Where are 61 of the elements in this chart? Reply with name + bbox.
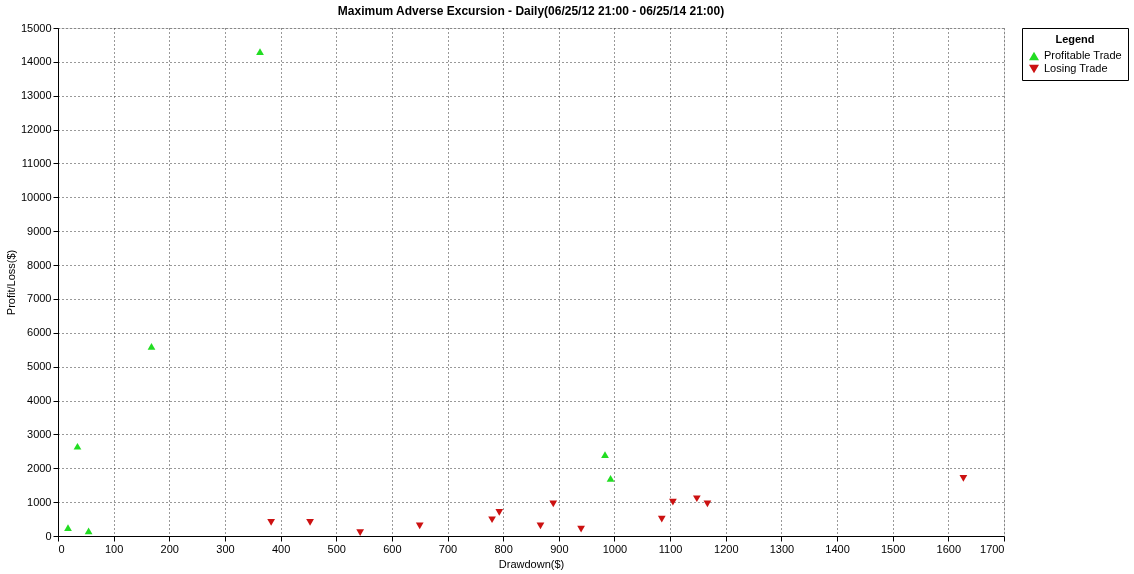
point (415, 522, 424, 530)
legend-label: Losing Trade (1044, 62, 1108, 74)
x-tick-label: 900 (550, 542, 569, 555)
point (657, 515, 666, 523)
point (267, 519, 275, 526)
x-tick-label: 300 (216, 542, 235, 555)
point (488, 516, 496, 524)
x-axis-title: Drawdown($) (498, 557, 565, 570)
y-tick-label: 3000 (27, 427, 52, 440)
x-tick-label: 1000 (602, 542, 628, 555)
point (356, 529, 365, 536)
x-tick-label: 700 (438, 542, 458, 555)
point (256, 48, 264, 56)
point (669, 498, 677, 506)
x-tick-label: 1400 (825, 542, 850, 555)
x-tick-label: 1700 (980, 542, 1005, 555)
x-tick-label: 100 (104, 542, 124, 555)
y-tick-label: 1000 (27, 495, 52, 508)
point (549, 500, 558, 508)
y-tick-label: 15000 (20, 21, 52, 34)
x-tick-label: 200 (160, 542, 179, 555)
x-tick-label: 1500 (880, 542, 906, 555)
y-tick-label: 8000 (27, 258, 52, 271)
x-tick-label: 1100 (658, 542, 683, 555)
y-tick-label: 14000 (20, 55, 52, 68)
point (64, 524, 72, 531)
y-tick-label: 11000 (21, 156, 52, 169)
x-tick-label: 400 (271, 542, 291, 555)
point (495, 508, 504, 516)
x-tick-label: 500 (327, 542, 346, 555)
x-tick-label: 600 (383, 542, 402, 555)
point (306, 519, 314, 526)
y-tick-label: 0 (45, 529, 52, 542)
x-tick-label: 1200 (714, 542, 739, 555)
point (577, 525, 585, 533)
y-tick-label: 13000 (20, 89, 52, 102)
y-tick-label: 6000 (27, 326, 52, 339)
point (147, 342, 156, 350)
y-tick-label: 10000 (20, 190, 52, 203)
point (601, 451, 609, 459)
x-tick-label: 0 (58, 542, 65, 555)
point (703, 500, 712, 508)
x-tick-label: 800 (494, 542, 513, 555)
y-tick-label: 2000 (27, 461, 52, 474)
point (84, 527, 93, 535)
y-tick-label: 4000 (27, 394, 52, 407)
x-tick-label: 1600 (936, 542, 962, 555)
point (692, 495, 701, 503)
y-tick-label: 5000 (27, 360, 52, 373)
point (73, 442, 82, 450)
chart-title: Maximum Adverse Excursion - Daily(06/25/12 21:00 - 06/25/14 21:00) (337, 4, 725, 18)
point (536, 522, 545, 530)
y-tick-label: 7000 (27, 292, 52, 305)
y-tick-label: 9000 (27, 224, 52, 237)
point (959, 475, 968, 482)
y-tick-label: 12000 (20, 123, 52, 136)
point (606, 475, 615, 482)
x-tick-label: 1300 (769, 542, 795, 555)
legend-title: Legend (1055, 33, 1095, 45)
y-axis-title: Profit/Loss($) (4, 249, 17, 316)
legend-label: Profitable Trade (1044, 49, 1122, 61)
